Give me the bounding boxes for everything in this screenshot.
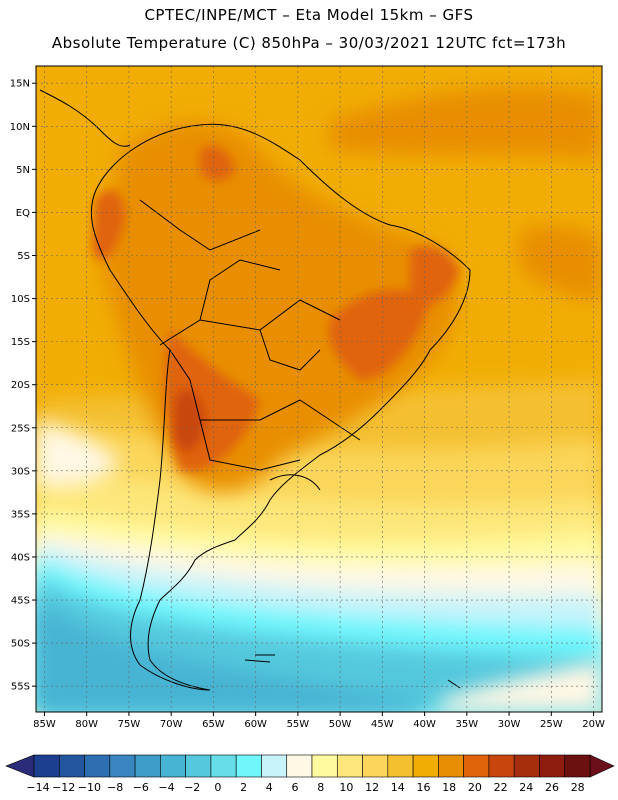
colorbar-label: 18: [442, 781, 456, 794]
latitude-axis: 15N 10N 5N EQ 5S 10S 15S 20S 25S 30S 35S 40S 45S 50S 5…: [10, 79, 36, 693]
colorbar-swatch: [58, 754, 85, 778]
lat-tick-label: 10N: [10, 122, 30, 133]
colorbar-swatch: [463, 754, 490, 778]
lat-tick-label: 20S: [11, 380, 30, 391]
colorbar-swatch: [412, 754, 439, 778]
lat-tick-label: 5N: [16, 165, 30, 176]
lon-tick-label: 20W: [582, 719, 605, 730]
colorbar-label: −2: [184, 781, 200, 794]
graticule: [36, 66, 602, 712]
colorbar-swatch: [564, 754, 591, 778]
lat-tick-label: 35S: [11, 509, 30, 520]
colorbar-label: 6: [292, 781, 299, 794]
lon-tick-label: 65W: [202, 719, 225, 730]
colorbar-label: −6: [133, 781, 149, 794]
colorbar-label: 22: [494, 781, 508, 794]
colorbar-over-arrow: [589, 754, 615, 778]
lat-tick-label: 5S: [17, 251, 30, 262]
colorbar-swatch: [311, 754, 338, 778]
colorbar-swatch: [185, 754, 212, 778]
title-line-2: Absolute Temperature (C) 850hPa – 30/03/…: [51, 34, 567, 52]
colorbar-swatch: [134, 754, 161, 778]
colorbar-label: 2: [240, 781, 247, 794]
colorbar-label: −8: [107, 781, 123, 794]
lat-tick-label: 40S: [11, 552, 30, 563]
lat-tick-label: 50S: [11, 639, 30, 650]
lon-tick-label: 75W: [118, 719, 141, 730]
colorbar-swatch: [336, 754, 363, 778]
colorbar-label: 28: [571, 781, 585, 794]
longitude-axis: 85W 80W 75W 70W 65W 60W 55W 50W 45W 40W 35W 30W 25W 2…: [33, 712, 605, 730]
lon-tick-label: 25W: [540, 719, 563, 730]
colorbar-swatch: [84, 754, 111, 778]
colorbar-label: 20: [468, 781, 482, 794]
colorbar-swatch: [160, 754, 186, 778]
lon-tick-label: 55W: [287, 719, 310, 730]
lat-tick-label: EQ: [16, 208, 30, 219]
colorbar-swatch: [513, 754, 540, 778]
lon-tick-label: 60W: [244, 719, 267, 730]
title-line-1: CPTEC/INPE/MCT – Eta Model 15km – GFS: [144, 6, 474, 24]
colorbar: −14 −12 −10 −8 −6 −4 −2 0 2 4 6 8 10 12 14 16 18 20 22 24 26…: [5, 754, 615, 794]
lat-tick-label: 55S: [11, 682, 30, 693]
colorbar-swatch: [387, 754, 414, 778]
colorbar-swatch: [438, 754, 464, 778]
lat-tick-label: 10S: [11, 294, 30, 305]
lon-tick-label: 70W: [160, 719, 183, 730]
colorbar-label: 0: [214, 781, 221, 794]
temperature-field: [36, 66, 602, 712]
colorbar-label: 4: [266, 781, 273, 794]
colorbar-label: −10: [78, 781, 101, 794]
colorbar-swatch: [286, 754, 313, 778]
colorbar-under-arrow: [5, 754, 35, 778]
colorbar-label: 12: [365, 781, 379, 794]
lon-tick-label: 80W: [75, 719, 98, 730]
coastlines: [39, 89, 471, 691]
lon-tick-label: 30W: [498, 719, 521, 730]
lon-tick-label: 40W: [413, 719, 436, 730]
colorbar-swatch: [210, 754, 237, 778]
lat-tick-label: 45S: [11, 596, 30, 607]
colorbar-label: 8: [317, 781, 324, 794]
lat-tick-label: 30S: [11, 466, 30, 477]
colorbar-label: 14: [391, 781, 405, 794]
colorbar-label: 16: [417, 781, 431, 794]
lon-tick-label: 85W: [33, 719, 56, 730]
lat-tick-label: 25S: [11, 423, 30, 434]
colorbar-swatch: [109, 754, 136, 778]
lon-tick-label: 35W: [456, 719, 479, 730]
colorbar-swatch: [488, 754, 515, 778]
lon-tick-label: 45W: [371, 719, 394, 730]
colorbar-swatch: [235, 754, 262, 778]
colorbar-swatch: [362, 754, 389, 778]
colorbar-label: 26: [545, 781, 559, 794]
colorbar-label: −14: [26, 781, 49, 794]
colorbar-label: −12: [52, 781, 75, 794]
colorbar-label: −4: [158, 781, 174, 794]
colorbar-swatch: [33, 754, 60, 778]
lat-tick-label: 15S: [11, 337, 30, 348]
lat-tick-label: 15N: [10, 79, 30, 90]
colorbar-swatch: [539, 754, 566, 778]
colorbar-label: 10: [339, 781, 353, 794]
colorbar-swatch: [261, 754, 288, 778]
lon-tick-label: 50W: [329, 719, 352, 730]
map-frame: [35, 65, 603, 713]
colorbar-label: 24: [519, 781, 533, 794]
